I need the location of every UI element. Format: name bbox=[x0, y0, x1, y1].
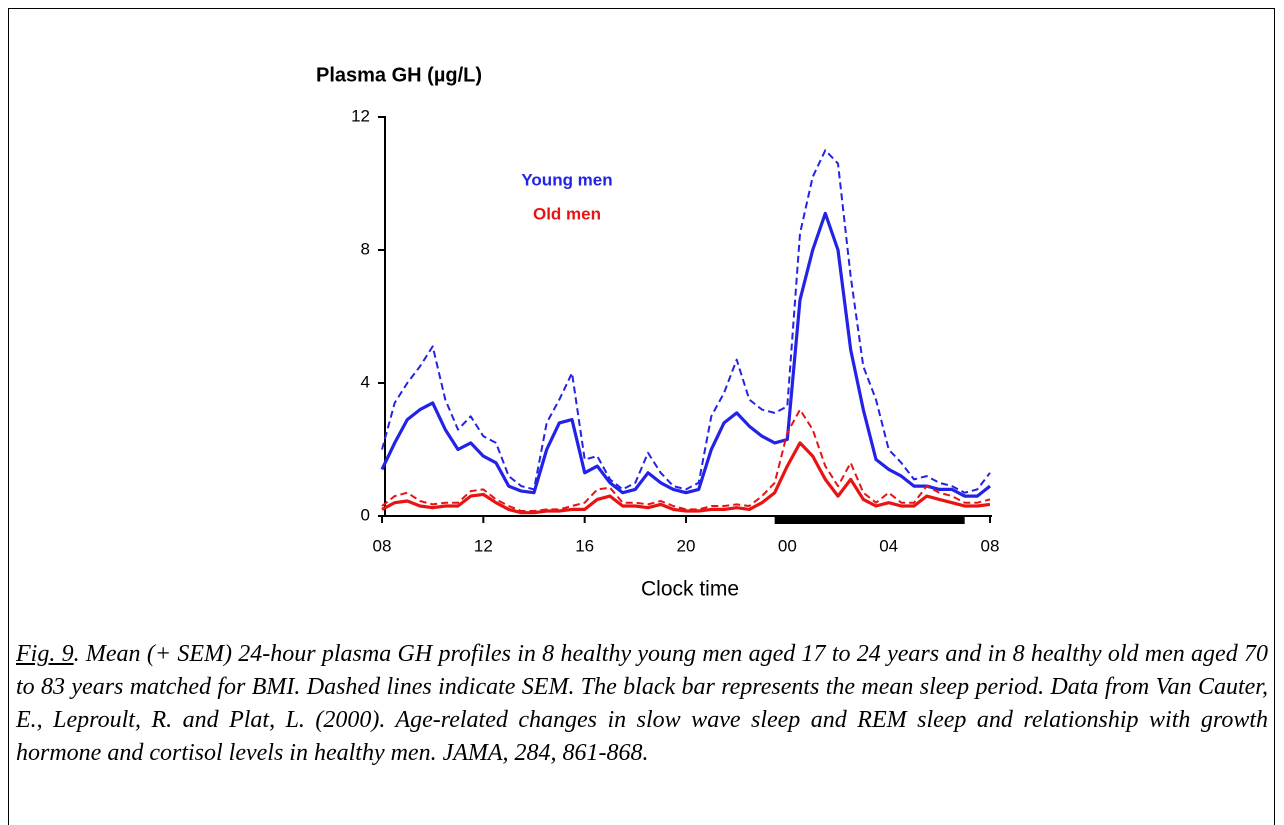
x-tick-label: 08 bbox=[981, 536, 1000, 555]
sem-line bbox=[381, 408, 991, 512]
mean-line bbox=[381, 441, 991, 515]
x-axis-title: Clock time bbox=[641, 578, 739, 601]
mean-line bbox=[380, 211, 991, 498]
y-tick-label: 12 bbox=[351, 106, 370, 125]
caption-text: . Mean (+ SEM) 24-hour plasma GH profile… bbox=[16, 641, 1269, 766]
y-axis-title: Plasma GH (µg/L) bbox=[316, 64, 482, 86]
x-tick-label: 08 bbox=[373, 536, 392, 555]
x-tick-label: 12 bbox=[474, 536, 493, 555]
x-tick-label: 20 bbox=[677, 536, 696, 555]
legend-label: Young men bbox=[521, 170, 612, 189]
legend-label: Old men bbox=[533, 204, 601, 223]
x-tick-label: 16 bbox=[575, 536, 594, 555]
x-tick-label: 04 bbox=[879, 536, 898, 555]
x-tick-label: 00 bbox=[778, 536, 797, 555]
sem-line bbox=[381, 149, 991, 494]
y-tick-label: 4 bbox=[361, 372, 370, 391]
caption: Fig. 9. Mean (+ SEM) 24-hour plasma GH p… bbox=[16, 638, 1268, 770]
figure-frame bbox=[8, 8, 1275, 825]
sleep-bar bbox=[774, 516, 965, 524]
figure-label: Fig. 9 bbox=[16, 641, 74, 667]
y-tick-label: 0 bbox=[361, 505, 370, 524]
y-tick-label: 8 bbox=[361, 239, 370, 258]
